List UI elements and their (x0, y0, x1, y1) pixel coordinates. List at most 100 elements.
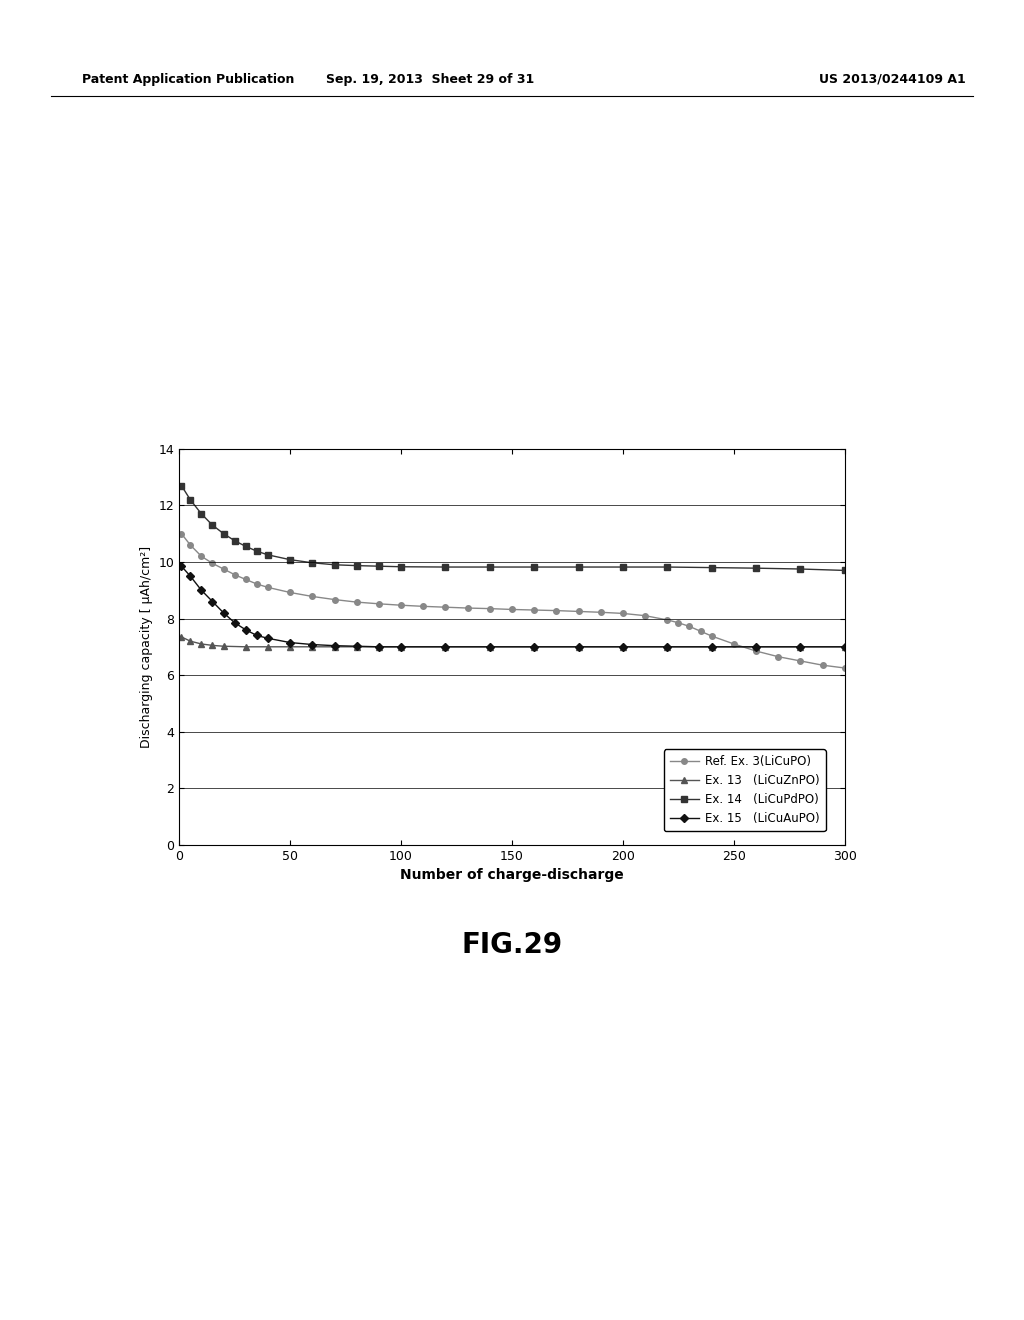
Ref. Ex. 3(LiCuPO) (483, 601, 496, 616)
Ex. 13   (LiCuZnPO) (350, 639, 362, 655)
Ex. 13   (LiCuZnPO) (483, 639, 496, 655)
X-axis label: Number of charge-discharge: Number of charge-discharge (400, 869, 624, 882)
Ex. 13   (LiCuZnPO) (196, 636, 208, 652)
Ex. 13   (LiCuZnPO) (706, 639, 718, 655)
Ex. 13   (LiCuZnPO) (662, 639, 674, 655)
Ref. Ex. 3(LiCuPO) (572, 603, 585, 619)
Ex. 14   (LiCuPdPO) (196, 506, 208, 521)
Line: Ex. 15   (LiCuAuPO): Ex. 15 (LiCuAuPO) (178, 564, 848, 649)
Y-axis label: Discharging capacity [ μAh/cm²]: Discharging capacity [ μAh/cm²] (140, 545, 153, 748)
Ref. Ex. 3(LiCuPO) (683, 619, 695, 635)
Ex. 15   (LiCuAuPO) (616, 639, 629, 655)
Ex. 14   (LiCuPdPO) (795, 561, 807, 577)
Ex. 14   (LiCuPdPO) (350, 558, 362, 574)
Ex. 15   (LiCuAuPO) (228, 615, 241, 631)
Ex. 14   (LiCuPdPO) (528, 560, 541, 576)
Ref. Ex. 3(LiCuPO) (706, 628, 718, 644)
Ex. 15   (LiCuAuPO) (206, 594, 219, 610)
Ex. 15   (LiCuAuPO) (284, 635, 296, 651)
Ex. 15   (LiCuAuPO) (306, 636, 318, 652)
Ref. Ex. 3(LiCuPO) (639, 607, 651, 623)
Ref. Ex. 3(LiCuPO) (395, 597, 408, 612)
Ex. 14   (LiCuPdPO) (184, 492, 197, 508)
Ex. 14   (LiCuPdPO) (228, 533, 241, 549)
Ref. Ex. 3(LiCuPO) (462, 601, 474, 616)
Ex. 14   (LiCuPdPO) (284, 552, 296, 568)
Ref. Ex. 3(LiCuPO) (306, 589, 318, 605)
Ref. Ex. 3(LiCuPO) (616, 606, 629, 622)
Ref. Ex. 3(LiCuPO) (816, 657, 828, 673)
Ex. 13   (LiCuZnPO) (262, 639, 274, 655)
Ex. 15   (LiCuAuPO) (350, 639, 362, 655)
Ex. 15   (LiCuAuPO) (217, 605, 229, 620)
Ref. Ex. 3(LiCuPO) (839, 660, 851, 676)
Ref. Ex. 3(LiCuPO) (595, 605, 607, 620)
Line: Ref. Ex. 3(LiCuPO): Ref. Ex. 3(LiCuPO) (178, 531, 848, 671)
Ex. 15   (LiCuAuPO) (572, 639, 585, 655)
Ref. Ex. 3(LiCuPO) (284, 585, 296, 601)
Ex. 15   (LiCuAuPO) (795, 639, 807, 655)
Ref. Ex. 3(LiCuPO) (206, 556, 219, 572)
Ex. 15   (LiCuAuPO) (395, 639, 408, 655)
Ex. 15   (LiCuAuPO) (439, 639, 452, 655)
Ex. 15   (LiCuAuPO) (262, 631, 274, 647)
Ex. 13   (LiCuZnPO) (395, 639, 408, 655)
Ref. Ex. 3(LiCuPO) (728, 636, 740, 652)
Ref. Ex. 3(LiCuPO) (329, 591, 341, 607)
Ref. Ex. 3(LiCuPO) (750, 643, 762, 659)
Ex. 13   (LiCuZnPO) (240, 639, 252, 655)
Ex. 14   (LiCuPdPO) (373, 558, 385, 574)
Ex. 15   (LiCuAuPO) (329, 638, 341, 653)
Ref. Ex. 3(LiCuPO) (262, 579, 274, 595)
Ref. Ex. 3(LiCuPO) (196, 548, 208, 564)
Ex. 14   (LiCuPdPO) (572, 560, 585, 576)
Ex. 13   (LiCuZnPO) (439, 639, 452, 655)
Ex. 15   (LiCuAuPO) (839, 639, 851, 655)
Ref. Ex. 3(LiCuPO) (550, 603, 562, 619)
Ref. Ex. 3(LiCuPO) (772, 649, 784, 665)
Ex. 14   (LiCuPdPO) (240, 539, 252, 554)
Ref. Ex. 3(LiCuPO) (694, 623, 707, 639)
Ex. 15   (LiCuAuPO) (706, 639, 718, 655)
Line: Ex. 14   (LiCuPdPO): Ex. 14 (LiCuPdPO) (178, 483, 848, 573)
Text: Patent Application Publication: Patent Application Publication (82, 73, 294, 86)
Ref. Ex. 3(LiCuPO) (662, 612, 674, 628)
Ex. 14   (LiCuPdPO) (616, 560, 629, 576)
Ref. Ex. 3(LiCuPO) (672, 615, 684, 631)
Line: Ex. 13   (LiCuZnPO): Ex. 13 (LiCuZnPO) (178, 634, 848, 649)
Ref. Ex. 3(LiCuPO) (350, 594, 362, 610)
Ex. 14   (LiCuPdPO) (439, 560, 452, 576)
Ref. Ex. 3(LiCuPO) (217, 561, 229, 577)
Ex. 14   (LiCuPdPO) (206, 517, 219, 533)
Ref. Ex. 3(LiCuPO) (795, 653, 807, 669)
Ex. 15   (LiCuAuPO) (483, 639, 496, 655)
Ex. 15   (LiCuAuPO) (184, 568, 197, 583)
Ex. 13   (LiCuZnPO) (373, 639, 385, 655)
Ex. 15   (LiCuAuPO) (750, 639, 762, 655)
Ex. 13   (LiCuZnPO) (284, 639, 296, 655)
Ex. 15   (LiCuAuPO) (373, 639, 385, 655)
Ex. 14   (LiCuPdPO) (262, 546, 274, 562)
Ex. 15   (LiCuAuPO) (528, 639, 541, 655)
Ex. 14   (LiCuPdPO) (483, 560, 496, 576)
Legend: Ref. Ex. 3(LiCuPO), Ex. 13   (LiCuZnPO), Ex. 14   (LiCuPdPO), Ex. 15   (LiCuAuPO: Ref. Ex. 3(LiCuPO), Ex. 13 (LiCuZnPO), E… (664, 750, 825, 832)
Ex. 13   (LiCuZnPO) (184, 634, 197, 649)
Ex. 13   (LiCuZnPO) (329, 639, 341, 655)
Ex. 13   (LiCuZnPO) (528, 639, 541, 655)
Ex. 15   (LiCuAuPO) (662, 639, 674, 655)
Ref. Ex. 3(LiCuPO) (175, 525, 187, 541)
Ref. Ex. 3(LiCuPO) (417, 598, 429, 614)
Ex. 15   (LiCuAuPO) (240, 622, 252, 638)
Ex. 14   (LiCuPdPO) (839, 562, 851, 578)
Ref. Ex. 3(LiCuPO) (439, 599, 452, 615)
Ex. 15   (LiCuAuPO) (251, 627, 263, 643)
Ex. 13   (LiCuZnPO) (206, 638, 219, 653)
Ex. 14   (LiCuPdPO) (662, 560, 674, 576)
Ex. 14   (LiCuPdPO) (251, 544, 263, 560)
Ex. 14   (LiCuPdPO) (217, 525, 229, 541)
Ex. 15   (LiCuAuPO) (175, 558, 187, 574)
Ex. 13   (LiCuZnPO) (616, 639, 629, 655)
Ref. Ex. 3(LiCuPO) (506, 602, 518, 618)
Ref. Ex. 3(LiCuPO) (240, 572, 252, 587)
Ex. 15   (LiCuAuPO) (196, 582, 208, 598)
